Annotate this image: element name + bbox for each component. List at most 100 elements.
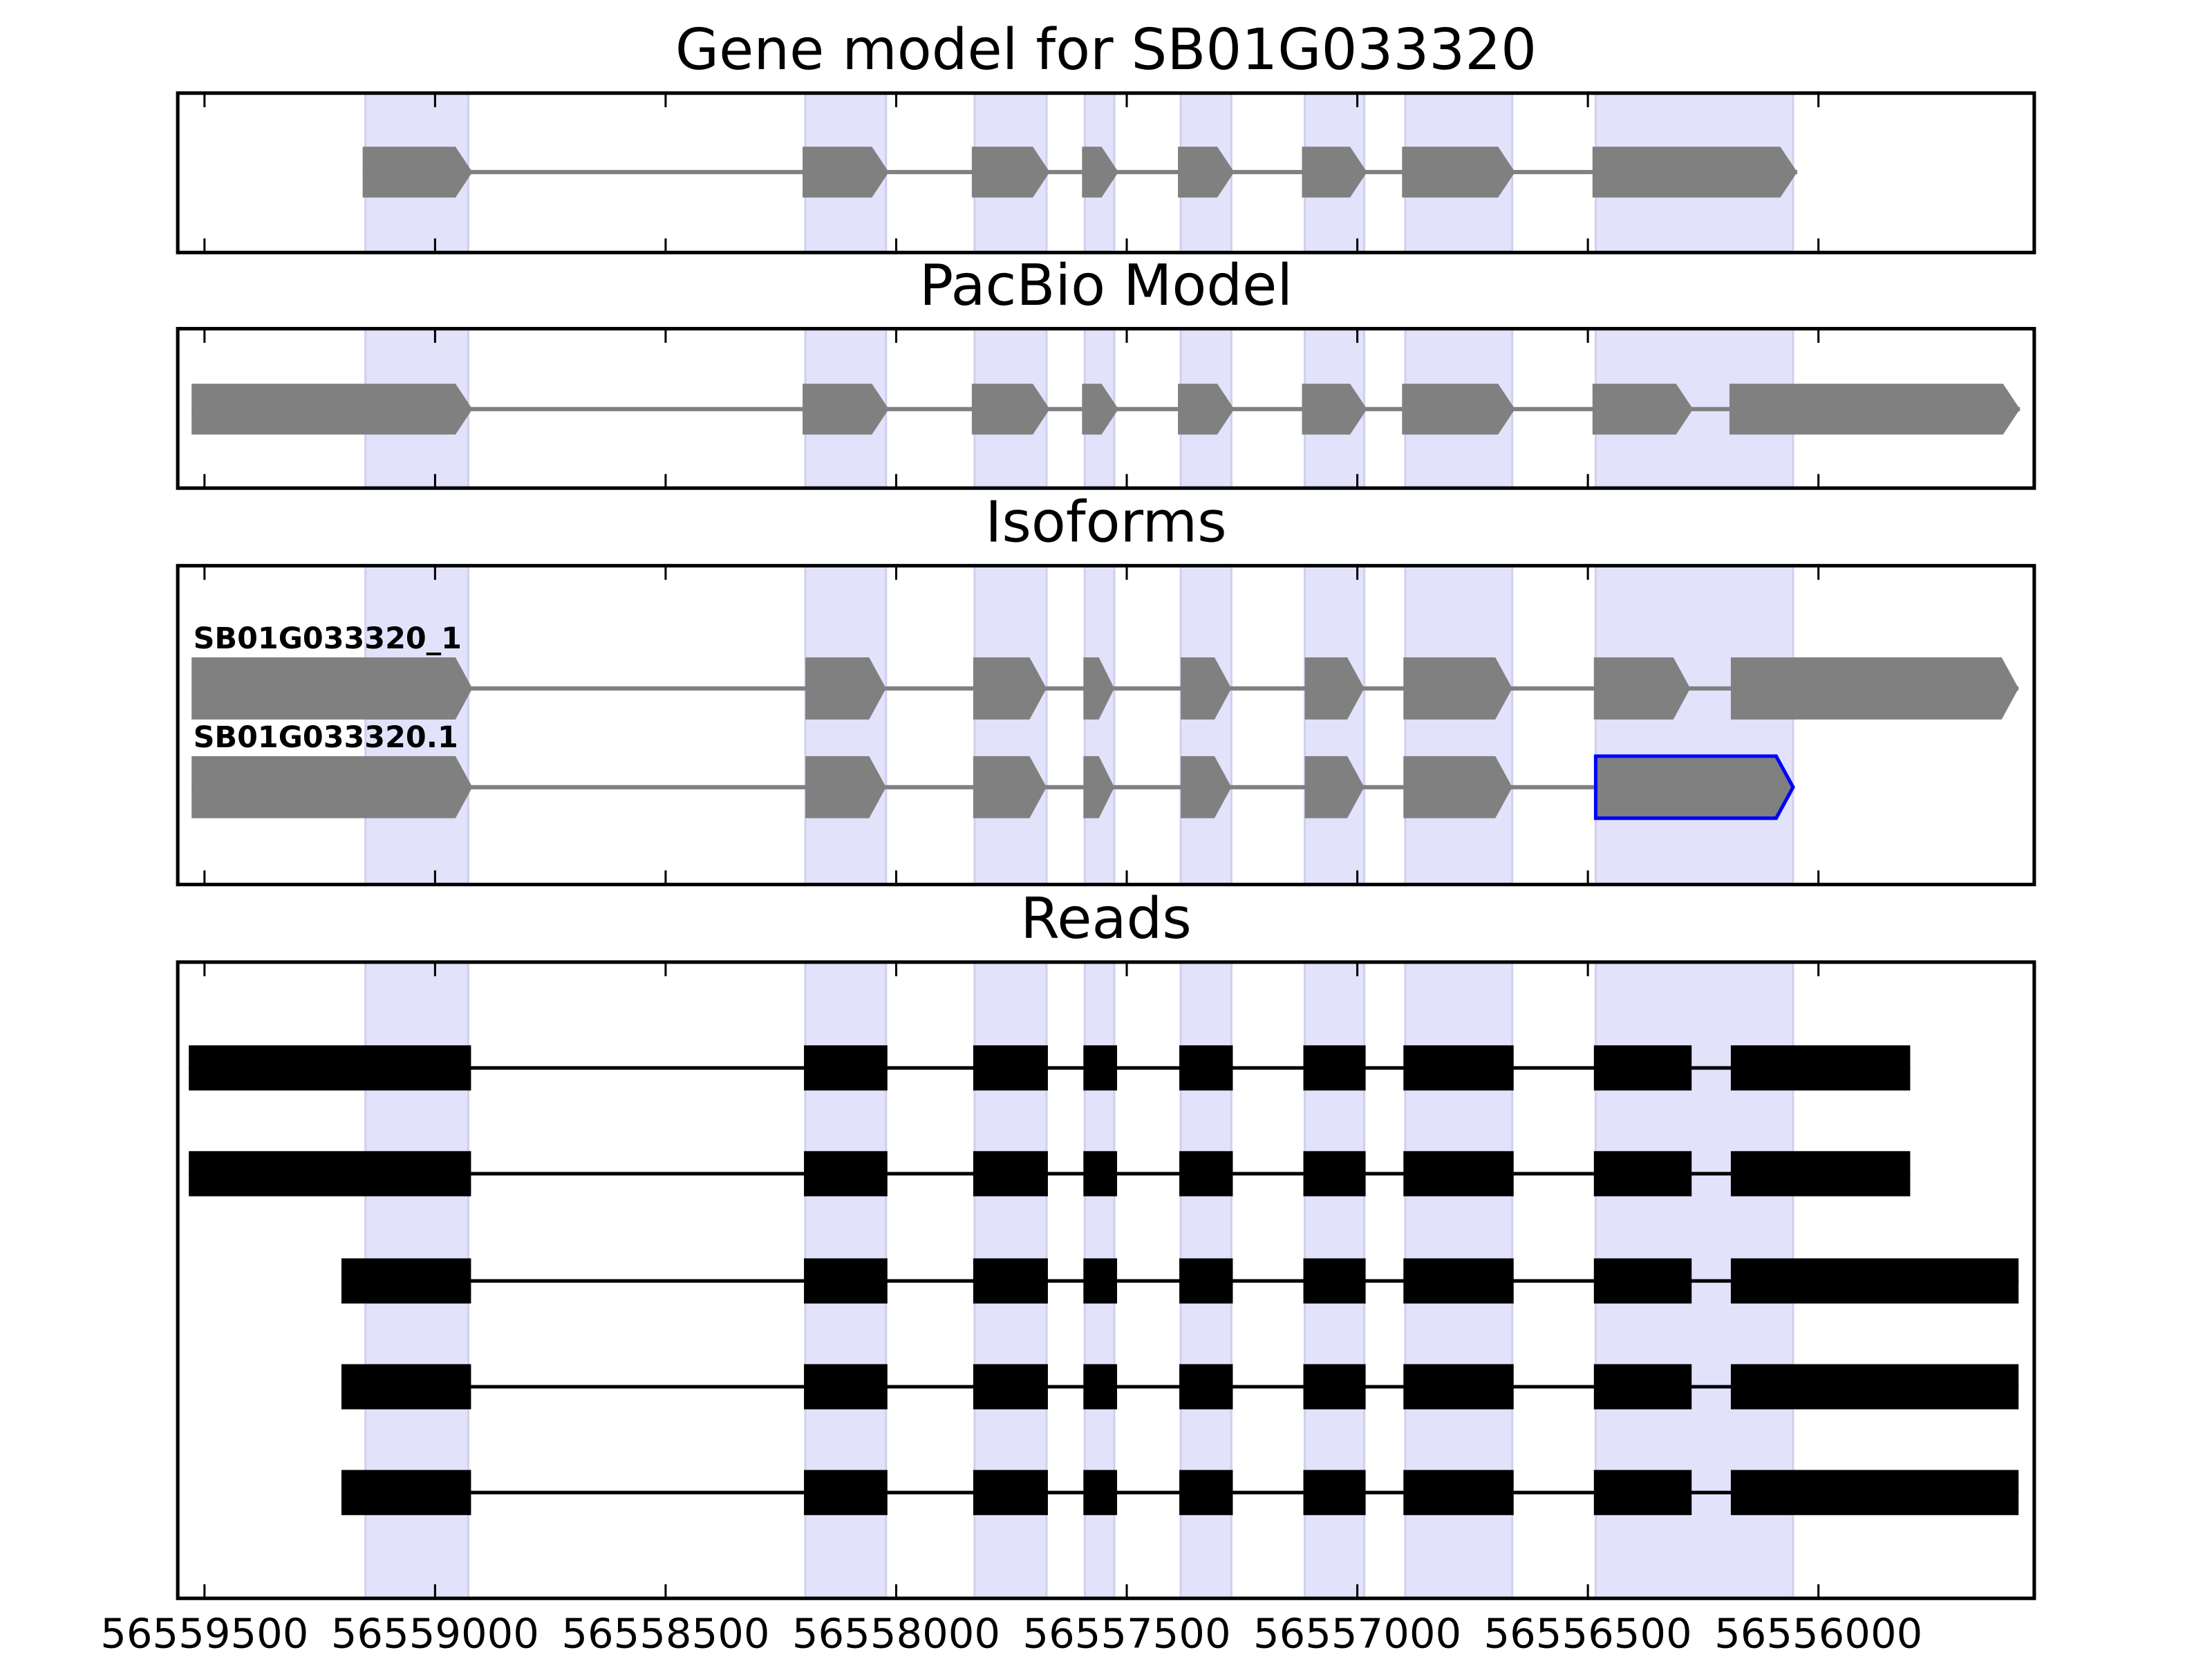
exon	[973, 1470, 1048, 1515]
exon	[1303, 1045, 1366, 1091]
exon	[805, 756, 886, 818]
exon	[191, 756, 473, 818]
exon	[1730, 1258, 2019, 1304]
panel-frame	[176, 91, 2036, 254]
panel-title: Reads	[1020, 886, 1192, 952]
exon	[1302, 384, 1367, 435]
exon	[341, 1364, 471, 1409]
exon-highlight	[1404, 564, 1514, 886]
isoform-label: SB01G033320_1	[194, 621, 462, 656]
exon-highlight	[1083, 564, 1116, 886]
exon	[1178, 147, 1235, 198]
exon-highlight	[973, 564, 1048, 886]
exon	[1083, 1045, 1118, 1091]
exon	[1179, 1045, 1233, 1091]
exon	[1179, 1364, 1233, 1409]
panel-title: Gene model for SB01G033320	[675, 17, 1537, 83]
exon	[1403, 1470, 1514, 1515]
exon	[1402, 147, 1515, 198]
panel-frame	[176, 326, 2036, 490]
exon	[804, 1151, 888, 1197]
exon	[973, 1151, 1048, 1197]
exon	[973, 1045, 1048, 1091]
exon	[1304, 756, 1365, 818]
exon	[1730, 1470, 2019, 1515]
exon	[1730, 1151, 1911, 1197]
exon	[1730, 657, 2019, 720]
exon	[191, 384, 473, 435]
x-tick-label: 56557500	[1022, 1609, 1230, 1657]
exon-highlight	[1179, 564, 1232, 886]
exon	[804, 1364, 888, 1409]
exon	[803, 384, 889, 435]
exon	[1403, 1364, 1514, 1409]
exon	[1593, 1470, 1692, 1515]
exon	[971, 147, 1050, 198]
exon	[1593, 657, 1691, 720]
x-tick-label: 56559000	[331, 1609, 539, 1657]
panel-title: Isoforms	[985, 490, 1226, 556]
exon	[1083, 657, 1115, 720]
exon	[341, 1258, 471, 1304]
exon	[362, 147, 473, 198]
exon	[1593, 1258, 1692, 1304]
exon	[1179, 1470, 1233, 1515]
exon	[1181, 657, 1232, 720]
exon	[189, 1045, 471, 1091]
exon	[189, 1151, 471, 1197]
exon	[1403, 1258, 1514, 1304]
x-tick-label: 56559500	[100, 1609, 308, 1657]
exon	[1403, 756, 1512, 818]
x-tick-label: 56558500	[561, 1609, 769, 1657]
exon	[1083, 1151, 1118, 1197]
exon	[1403, 1151, 1514, 1197]
exon	[1592, 147, 1797, 198]
exon	[1181, 756, 1232, 818]
x-tick-label: 56556500	[1484, 1609, 1692, 1657]
isoform-label: SB01G033320.1	[194, 720, 458, 755]
x-tick-label: 56557000	[1253, 1609, 1461, 1657]
x-tick-label: 56556000	[1714, 1609, 1922, 1657]
exon	[803, 147, 889, 198]
exon-highlight	[804, 564, 888, 886]
exon	[1303, 1151, 1366, 1197]
exon	[1083, 1258, 1118, 1304]
exon	[1178, 384, 1235, 435]
exon-highlight	[1594, 564, 1794, 886]
panel-frame	[176, 563, 2036, 887]
exon	[1730, 1364, 2019, 1409]
exon	[1403, 1045, 1514, 1091]
exon	[973, 756, 1047, 818]
panel-frame	[176, 960, 2036, 1600]
exon	[1730, 1045, 1911, 1091]
exon	[1593, 1364, 1692, 1409]
exon	[1302, 147, 1367, 198]
exon	[973, 1258, 1048, 1304]
exon	[1592, 384, 1694, 435]
exon	[1083, 1470, 1118, 1515]
exon	[1082, 147, 1119, 198]
exon	[1083, 1364, 1118, 1409]
exon	[1179, 1151, 1233, 1197]
exon	[1593, 1045, 1692, 1091]
exon	[1303, 1258, 1366, 1304]
exon	[1403, 657, 1512, 720]
exon	[971, 384, 1050, 435]
exon	[804, 1470, 888, 1515]
exon	[1593, 754, 1795, 821]
exon	[804, 1045, 888, 1091]
exon	[973, 1364, 1048, 1409]
exon	[973, 657, 1047, 720]
exon	[805, 657, 886, 720]
exon	[1593, 1151, 1692, 1197]
exon	[191, 657, 473, 720]
exon	[1303, 1364, 1366, 1409]
exon	[1304, 657, 1365, 720]
exon	[1083, 756, 1115, 818]
panel-title: PacBio Model	[919, 253, 1293, 319]
exon	[341, 1470, 471, 1515]
exon	[1303, 1470, 1366, 1515]
exon	[1402, 384, 1515, 435]
